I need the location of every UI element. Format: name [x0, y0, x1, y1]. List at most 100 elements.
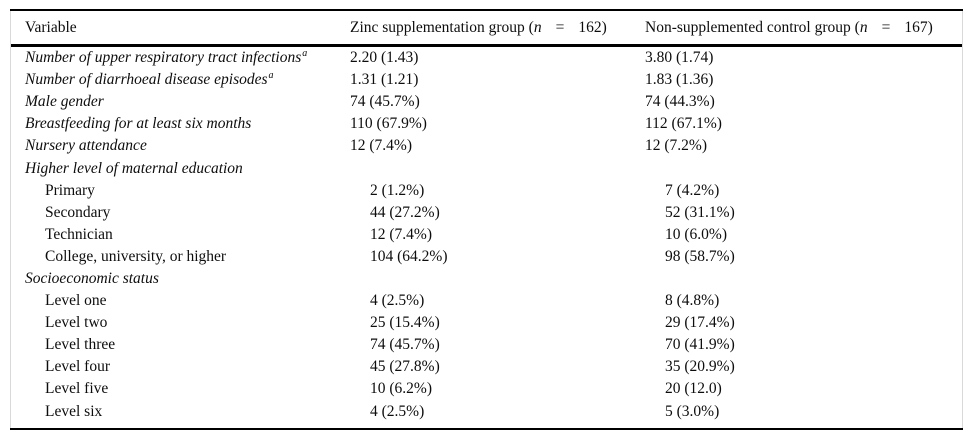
n-symbol: n — [533, 18, 542, 36]
variable-label: Level two — [45, 314, 108, 332]
zinc-value-cell: 1.31 (1.21) — [350, 71, 419, 89]
table-row: Number of upper respiratory tract infect… — [10, 47, 963, 69]
equals-sign: = — [555, 18, 565, 36]
zinc-value-cell: 4 (2.5%) — [370, 402, 425, 420]
header-row: Variable Zinc supplementation group (n = 1… — [10, 11, 963, 44]
zinc-value-cell: 25 (15.4%) — [370, 314, 440, 332]
section-header-cell: Higher level of maternal education — [10, 160, 350, 178]
table-row: Breastfeeding for at least six months 11… — [10, 113, 963, 135]
table-row: College, university, or higher 104 (64.2… — [10, 246, 963, 268]
footnote-marker: a — [302, 49, 308, 59]
variable-cell: Nursery attendance — [10, 137, 350, 155]
baseline-characteristics-table: Variable Zinc supplementation group (n = 1… — [10, 9, 963, 430]
control-value-cell: 112 (67.1%) — [645, 115, 722, 133]
table-row: Number of diarrhoeal disease episodesa 1… — [10, 69, 963, 91]
table-row: Nursery attendance 12 (7.4%) 12 (7.2%) — [10, 135, 963, 157]
control-value-cell: 20 (12.0) — [665, 380, 722, 398]
variable-cell: Level four — [10, 358, 370, 376]
variable-label: College, university, or higher — [45, 247, 227, 265]
zinc-value-cell: 110 (67.9%) — [350, 115, 427, 133]
zinc-value-cell: 45 (27.8%) — [370, 358, 440, 376]
table-row: Level two 25 (15.4%) 29 (17.4%) — [10, 312, 963, 334]
section-header-row: Socioeconomic status — [10, 268, 963, 290]
control-value-cell: 52 (31.1%) — [665, 203, 735, 221]
section-header-cell: Socioeconomic status — [10, 270, 350, 288]
col-variable-header: Variable — [25, 18, 77, 36]
zinc-value-cell: 74 (45.7%) — [350, 93, 420, 111]
table-row: Primary 2 (1.2%) 7 (4.2%) — [10, 180, 963, 202]
table-row: Level six 4 (2.5%) 5 (3.0%) — [10, 401, 963, 423]
variable-label: Level six — [45, 402, 103, 420]
control-n-count: 167) — [904, 18, 933, 36]
control-value-cell: 10 (6.0%) — [665, 225, 727, 243]
variable-label: Technician — [45, 225, 113, 243]
zinc-header-text: Zinc supplementation group ( — [350, 18, 534, 36]
table-row: Secondary 44 (27.2%) 52 (31.1%) — [10, 202, 963, 224]
variable-label: Number of diarrhoeal disease episodes — [25, 71, 268, 89]
table-row: Level five 10 (6.2%) 20 (12.0) — [10, 378, 963, 400]
table-left-edge-line — [10, 11, 11, 428]
zinc-value-cell: 10 (6.2%) — [370, 380, 432, 398]
table-row: Technician 12 (7.4%) 10 (6.0%) — [10, 224, 963, 246]
control-header-text: Non-supplemented control group ( — [645, 18, 860, 36]
header-divider-rule — [10, 44, 963, 47]
table-row: Level one 4 (2.5%) 8 (4.8%) — [10, 290, 963, 312]
section-header-label: Higher level of maternal education — [25, 159, 243, 177]
col-zinc-header: Zinc supplementation group (n = 162) — [350, 19, 645, 37]
variable-cell: Male gender — [10, 93, 350, 111]
variable-cell: Breastfeeding for at least six months — [10, 115, 350, 133]
variable-cell: Secondary — [10, 204, 370, 222]
variable-label: Primary — [45, 181, 95, 199]
variable-label: Breastfeeding for at least six months — [25, 115, 252, 133]
col-control-header: Non-supplemented control group (n = 167) — [645, 19, 963, 37]
control-value-cell: 5 (3.0%) — [665, 402, 720, 420]
variable-label: Male gender — [25, 93, 104, 111]
variable-cell: Level three — [10, 336, 370, 354]
table-top-rule — [10, 9, 963, 11]
zinc-value-cell: 44 (27.2%) — [370, 203, 440, 221]
variable-cell: Level six — [10, 403, 370, 421]
table-row: Male gender 74 (45.7%) 74 (44.3%) — [10, 91, 963, 113]
zinc-value-cell: 4 (2.5%) — [370, 292, 425, 310]
section-header-row: Higher level of maternal education — [10, 157, 963, 179]
zinc-value-cell: 12 (7.4%) — [350, 137, 412, 155]
variable-label: Secondary — [45, 203, 111, 221]
zinc-value-cell: 2.20 (1.43) — [350, 49, 419, 67]
table-right-edge-line — [962, 11, 963, 428]
control-value-cell: 3.80 (1.74) — [645, 49, 714, 67]
zinc-n-count: 162) — [578, 18, 607, 36]
zinc-value-cell: 12 (7.4%) — [370, 225, 432, 243]
control-value-cell: 1.83 (1.36) — [645, 71, 714, 89]
control-value-cell: 12 (7.2%) — [645, 137, 707, 155]
n-symbol: n — [859, 18, 868, 36]
variable-cell: Level one — [10, 292, 370, 310]
footnote-marker: a — [268, 71, 274, 81]
variable-cell: Level five — [10, 380, 370, 398]
variable-cell: Number of upper respiratory tract infect… — [10, 49, 350, 67]
variable-label: Number of upper respiratory tract infect… — [25, 49, 302, 67]
variable-label: Level three — [45, 336, 116, 354]
variable-label: Level four — [45, 358, 110, 376]
table-row: Level four 45 (27.8%) 35 (20.9%) — [10, 356, 963, 378]
variable-label: Nursery attendance — [25, 137, 147, 155]
equals-sign: = — [881, 18, 891, 36]
control-value-cell: 29 (17.4%) — [665, 314, 735, 332]
zinc-value-cell: 2 (1.2%) — [370, 181, 425, 199]
control-value-cell: 7 (4.2%) — [665, 181, 720, 199]
section-header-label: Socioeconomic status — [25, 269, 159, 287]
variable-label: Level five — [45, 380, 109, 398]
table-bottom-rule — [10, 427, 963, 430]
control-value-cell: 74 (44.3%) — [645, 93, 715, 111]
zinc-value-cell: 74 (45.7%) — [370, 336, 440, 354]
zinc-value-cell: 104 (64.2%) — [370, 247, 448, 265]
variable-cell: Number of diarrhoeal disease episodesa — [10, 71, 350, 89]
variable-cell: Level two — [10, 314, 370, 332]
variable-cell: Primary — [10, 182, 370, 200]
variable-cell: Technician — [10, 226, 370, 244]
control-value-cell: 98 (58.7%) — [665, 247, 735, 265]
variable-cell: College, university, or higher — [10, 248, 370, 266]
control-value-cell: 8 (4.8%) — [665, 292, 720, 310]
variable-label: Level one — [45, 292, 107, 310]
table-row: Level three 74 (45.7%) 70 (41.9%) — [10, 334, 963, 356]
control-value-cell: 35 (20.9%) — [665, 358, 735, 376]
